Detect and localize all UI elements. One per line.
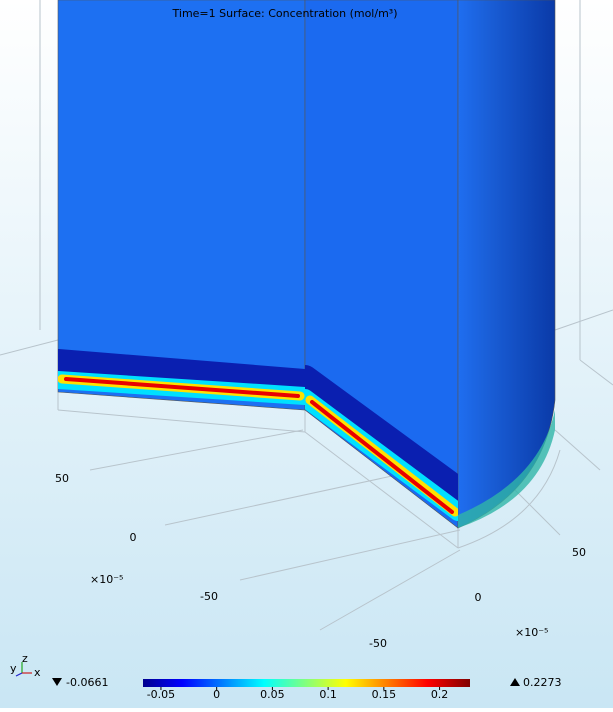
colorbar-min: -0.0661 [66, 676, 108, 689]
axis-tick-label: -50 [200, 590, 218, 603]
colorbar-tick-label: 0.15 [372, 688, 397, 701]
colorbar [143, 679, 470, 687]
colorbar-max: 0.2273 [523, 676, 562, 689]
axis-tick-label: 50 [572, 546, 586, 559]
axis-tick-label: -50 [369, 637, 387, 650]
colorbar-tick-label: -0.05 [147, 688, 175, 701]
hot-band-left [58, 362, 305, 396]
axis-tick-label: 0 [130, 531, 137, 544]
chart-title: Time=1 Surface: Concentration (mol/m³) [172, 7, 398, 20]
colorbar-tick-label: 0.1 [319, 688, 337, 701]
colorbar-tick-label: 0 [213, 688, 220, 701]
triad-label: z [22, 652, 28, 665]
axis-multiplier: ×10⁻⁵ [515, 626, 548, 639]
chart: Time=1 Surface: Concentration (mol/m³) ×… [0, 0, 613, 708]
axis-multiplier: ×10⁻⁵ [90, 573, 123, 586]
triad-label: x [34, 666, 41, 679]
colorbar-tick-label: 0.05 [260, 688, 285, 701]
axis-tick-label: 50 [55, 472, 69, 485]
colorbar-tick-label: 0.2 [431, 688, 449, 701]
left-face [58, 0, 305, 410]
triad-label: y [10, 662, 17, 675]
axis-tick-label: 0 [475, 591, 482, 604]
